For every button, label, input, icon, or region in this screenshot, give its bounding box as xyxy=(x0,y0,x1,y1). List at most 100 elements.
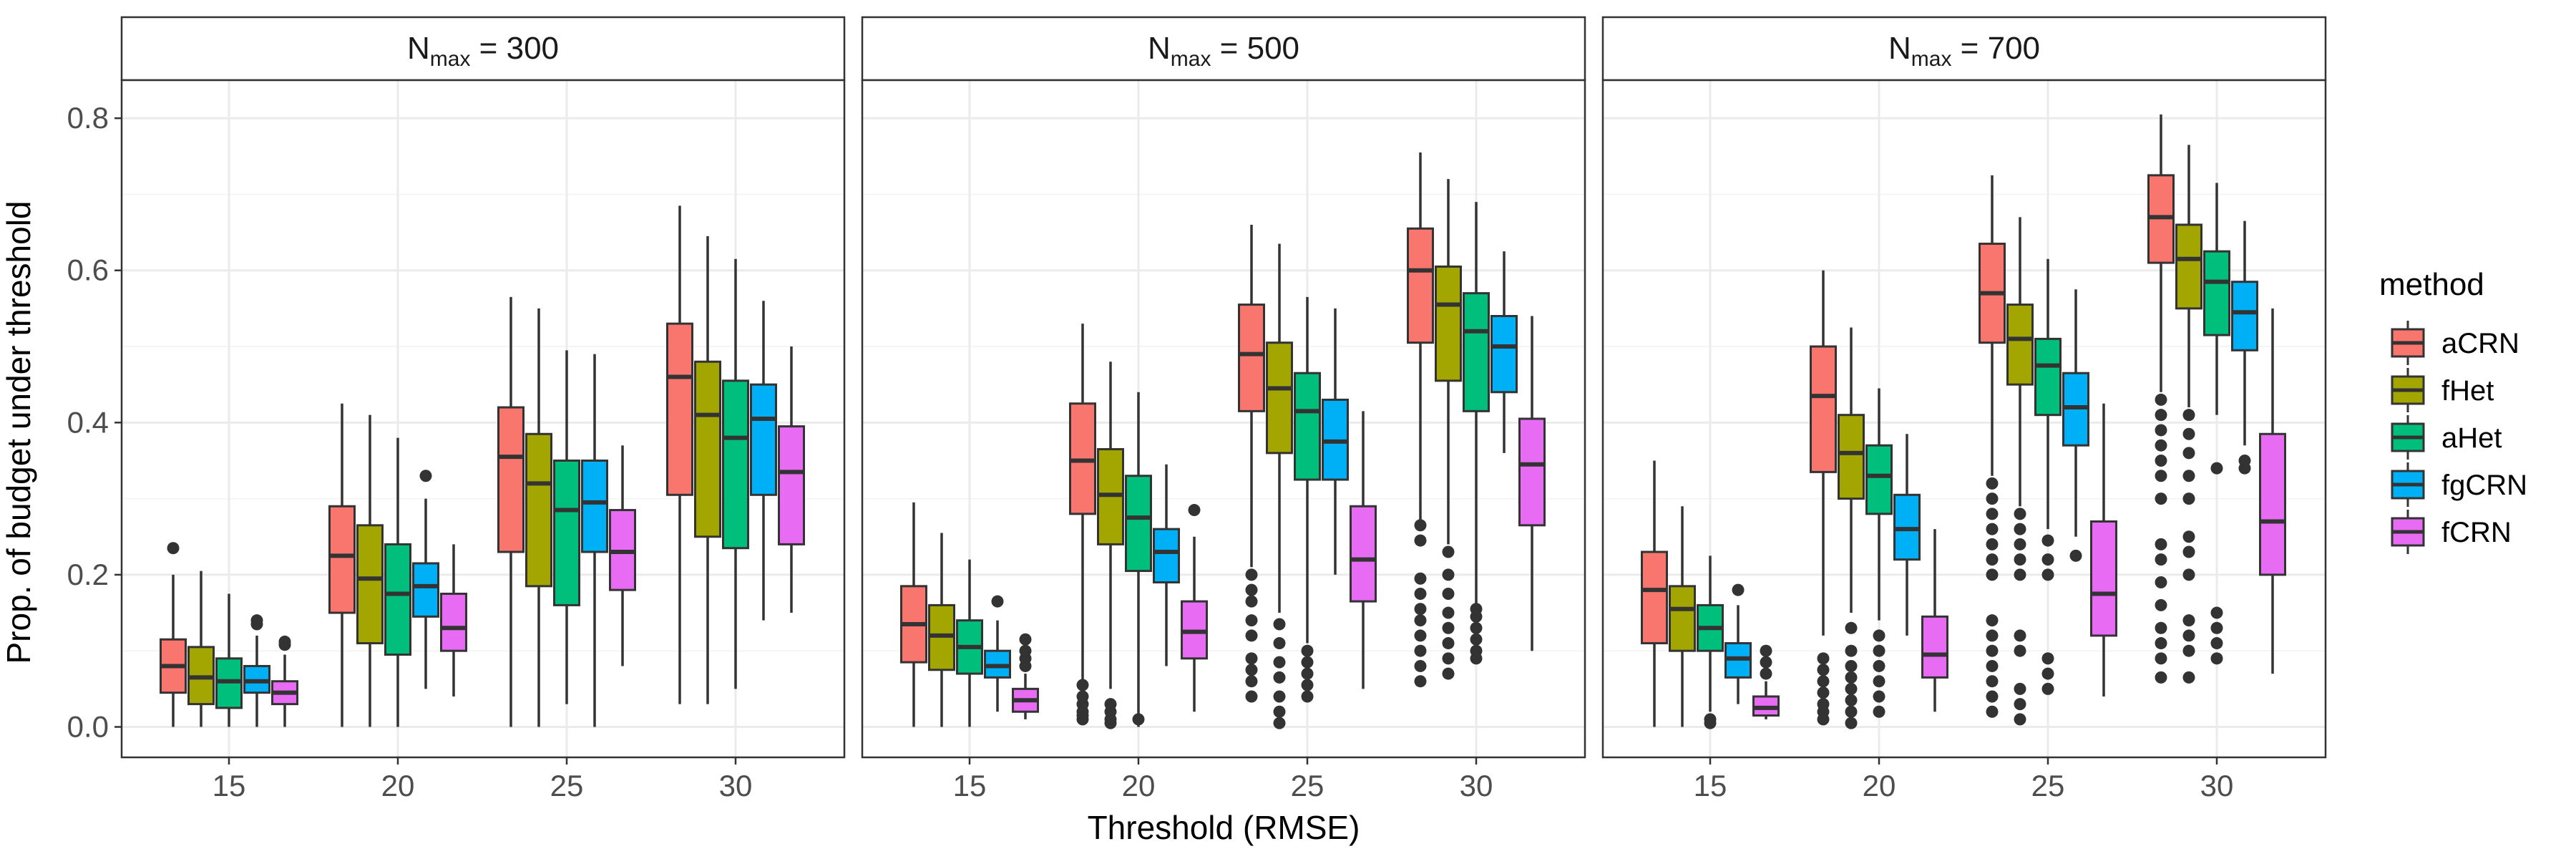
outlier-point xyxy=(2182,568,2195,581)
outlier-point xyxy=(1273,656,1286,669)
panel-border xyxy=(1601,79,2327,759)
outlier-point xyxy=(1245,568,1258,581)
box-aCRN xyxy=(1238,224,1265,703)
box-fHet xyxy=(1838,327,1865,729)
outlier-point xyxy=(1442,545,1455,558)
box-iqr xyxy=(2090,520,2117,637)
outlier-point xyxy=(1986,644,1999,657)
box-aHet xyxy=(2203,183,2230,665)
box-fCRN xyxy=(1518,316,1546,651)
box-fCRN xyxy=(778,346,805,613)
box-fgCRN xyxy=(750,301,777,621)
outlier-point xyxy=(2182,492,2195,505)
outlier-point xyxy=(1470,621,1483,634)
x-tick-label: 25 xyxy=(2031,769,2065,802)
box-iqr xyxy=(1435,265,1462,382)
outlier-point xyxy=(1245,652,1258,665)
outlier-point xyxy=(2014,523,2026,535)
threshold-group xyxy=(1238,224,1377,729)
box-iqr xyxy=(1669,585,1696,652)
outlier-point xyxy=(2041,568,2054,581)
outlier-point xyxy=(2014,698,2026,711)
outlier-point xyxy=(1760,656,1772,669)
box-aCRN xyxy=(666,205,693,704)
box-aCRN xyxy=(2147,114,2175,684)
box-iqr xyxy=(328,505,356,614)
x-tick-label: 15 xyxy=(953,769,987,802)
outlier-point xyxy=(1986,508,1999,520)
outlier-point xyxy=(1986,675,1999,688)
y-tick-label: 0.6 xyxy=(67,253,109,287)
outlier-point xyxy=(1732,583,1745,596)
outlier-point xyxy=(1986,568,1999,581)
outlier-point xyxy=(1873,705,1885,718)
outlier-point xyxy=(1817,698,1830,711)
threshold-group xyxy=(2147,114,2286,684)
box-fgCRN xyxy=(2231,220,2258,475)
box-iqr xyxy=(581,459,608,553)
box-fgCRN xyxy=(2062,289,2089,562)
outlier-point xyxy=(1273,705,1286,718)
threshold-group xyxy=(497,296,636,727)
box-iqr xyxy=(1153,528,1180,584)
x-tick-label: 15 xyxy=(213,769,246,802)
box-fgCRN xyxy=(984,595,1011,712)
outlier-point xyxy=(1414,519,1427,532)
box-iqr xyxy=(356,524,384,645)
outlier-point xyxy=(1273,637,1286,650)
outlier-point xyxy=(2182,409,2195,422)
outlier-point xyxy=(2155,621,2167,634)
outlier-point xyxy=(2041,553,2054,566)
legend-label: aCRN xyxy=(2441,328,2519,359)
x-tick-label: 20 xyxy=(1122,769,1156,802)
box-fgCRN xyxy=(1893,434,1921,636)
legend-label: aHet xyxy=(2441,422,2502,454)
outlier-point xyxy=(1986,523,1999,535)
box-iqr xyxy=(1350,505,1377,603)
box-aCRN xyxy=(160,542,187,727)
box-iqr xyxy=(384,543,411,656)
outlier-point xyxy=(1301,667,1314,680)
outlier-point xyxy=(1442,621,1455,634)
outlier-point xyxy=(2155,553,2167,566)
outlier-point xyxy=(1817,686,1830,699)
box-fHet xyxy=(928,533,955,727)
outlier-point xyxy=(2155,439,2167,452)
box-iqr xyxy=(1491,315,1518,394)
outlier-point xyxy=(1986,629,1999,642)
y-tick-label: 0.4 xyxy=(67,405,109,439)
legend-item: fgCRN xyxy=(2391,462,2527,507)
outlier-point xyxy=(2155,454,2167,467)
threshold-group xyxy=(1407,152,1546,688)
facet-strip-label: Nmax = 300 xyxy=(407,31,559,71)
threshold-group xyxy=(666,205,805,704)
box-aHet xyxy=(1697,555,1724,729)
box-aHet xyxy=(384,437,411,727)
box-aHet xyxy=(215,593,243,727)
outlier-point xyxy=(1245,583,1258,596)
facet-strip xyxy=(861,16,1586,82)
box-iqr xyxy=(1266,341,1293,455)
outlier-point xyxy=(1986,538,1999,550)
box-fgCRN xyxy=(412,470,439,689)
outlier-point xyxy=(2041,534,2054,547)
box-iqr xyxy=(1407,227,1434,344)
outlier-point xyxy=(2014,629,2026,642)
outlier-point xyxy=(1873,690,1885,703)
box-fCRN xyxy=(1012,633,1039,719)
box-fHet xyxy=(2175,145,2202,684)
box-fCRN xyxy=(1752,644,1780,719)
box-fHet xyxy=(694,236,721,704)
x-tick-label: 30 xyxy=(1460,769,1493,802)
outlier-point xyxy=(167,542,180,555)
outlier-point xyxy=(1986,477,1999,490)
box-fHet xyxy=(1097,361,1124,729)
outlier-point xyxy=(1132,713,1145,726)
outlier-point xyxy=(1442,606,1455,619)
box-iqr xyxy=(2203,250,2230,336)
outlier-point xyxy=(2182,427,2195,440)
box-iqr xyxy=(1238,304,1265,412)
box-iqr xyxy=(440,592,467,652)
outlier-point xyxy=(1442,652,1455,665)
outlier-point xyxy=(1273,690,1286,703)
